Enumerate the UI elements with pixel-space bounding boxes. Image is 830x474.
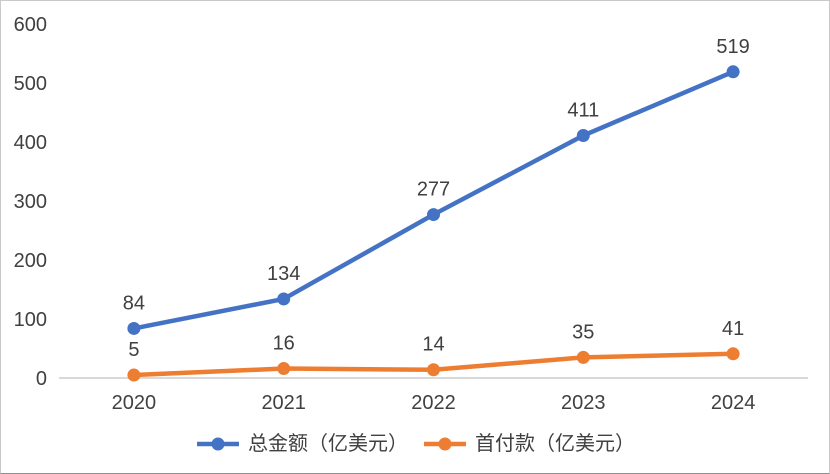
data-point — [427, 208, 440, 222]
y-tick-label: 500 — [14, 73, 47, 95]
legend-marker-icon — [424, 437, 466, 451]
legend-item-1: 首付款（亿美元） — [422, 434, 635, 454]
legend: 总金额（亿美元） 首付款（亿美元） — [1, 434, 829, 454]
data-label: 5 — [128, 339, 139, 361]
data-point — [576, 129, 590, 143]
data-point — [127, 368, 141, 382]
x-axis-label: 2023 — [561, 392, 606, 414]
x-axis-label: 2022 — [411, 392, 456, 414]
data-label: 41 — [722, 318, 744, 340]
data-label: 519 — [716, 36, 749, 58]
legend-marker-icon — [197, 437, 239, 451]
legend-item-0: 总金额（亿美元） — [195, 434, 408, 454]
data-label: 277 — [417, 179, 450, 201]
data-point — [277, 292, 291, 306]
y-tick-label: 600 — [14, 14, 47, 36]
data-point — [127, 321, 141, 335]
legend-label: 总金额（亿美元） — [248, 433, 408, 455]
y-tick-label: 0 — [36, 368, 47, 390]
x-axis-label: 2020 — [112, 392, 157, 414]
data-label: 35 — [572, 321, 594, 343]
data-label: 134 — [267, 263, 300, 285]
data-point — [726, 65, 740, 79]
y-tick-label: 200 — [14, 250, 47, 272]
data-label: 84 — [123, 292, 145, 314]
legend-label: 首付款（亿美元） — [475, 433, 635, 455]
data-point — [427, 363, 440, 377]
data-point — [576, 350, 590, 364]
y-tick-label: 300 — [14, 191, 47, 213]
y-tick-label: 400 — [14, 132, 47, 154]
data-point — [277, 362, 291, 376]
data-point — [726, 347, 740, 361]
y-tick-label: 100 — [14, 309, 47, 331]
data-label: 411 — [567, 100, 599, 122]
data-label: 14 — [422, 334, 444, 356]
data-label: 16 — [273, 333, 295, 355]
x-axis-label: 2021 — [261, 392, 306, 414]
x-axis-label: 2024 — [711, 392, 756, 414]
